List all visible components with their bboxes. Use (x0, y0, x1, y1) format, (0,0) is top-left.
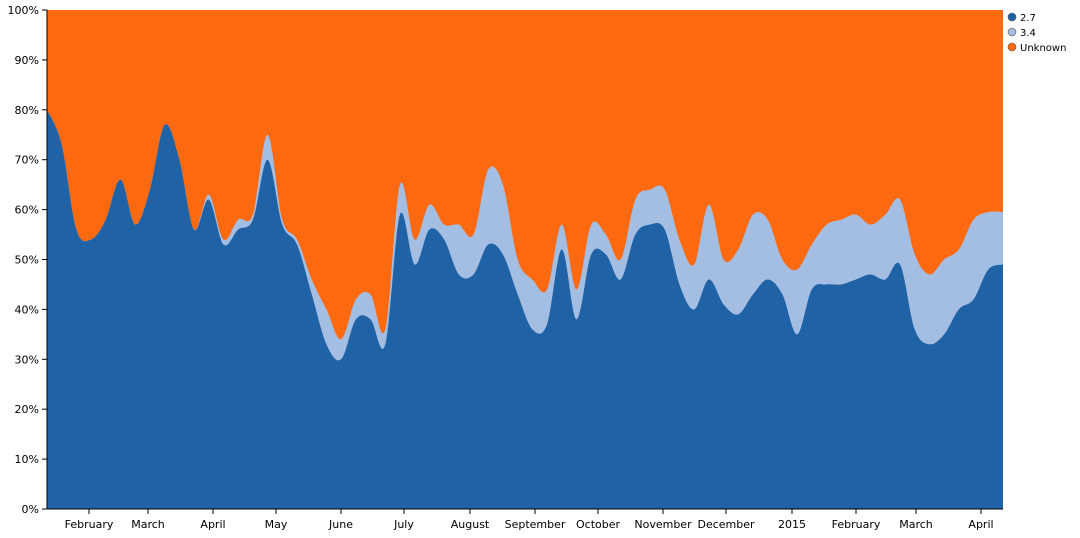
y-tick-label: 100% (8, 4, 39, 17)
y-tick-label: 40% (15, 303, 39, 316)
x-tick-label: November (634, 518, 692, 531)
legend-swatch-s27 (1007, 12, 1017, 22)
y-tick-label: 80% (15, 104, 39, 117)
y-tick-label: 70% (15, 154, 39, 167)
legend-swatch-unknown (1007, 42, 1017, 52)
x-tick-label: October (576, 518, 620, 531)
legend-label-unknown: Unknown (1020, 43, 1066, 54)
plot-area (47, 10, 1003, 510)
x-tick-label: February (832, 518, 881, 531)
series-s27-area (47, 109, 1003, 510)
y-tick-label: 10% (15, 453, 39, 466)
y-tick-label: 60% (15, 204, 39, 217)
legend-label-s34: 3.4 (1020, 28, 1036, 39)
legend: 2.7 3.4 Unknown (1007, 12, 1066, 54)
y-tick-label: 30% (15, 353, 39, 366)
legend-swatch-s34 (1007, 27, 1017, 37)
y-tick-label: 50% (15, 254, 39, 267)
x-tick-label: June (328, 518, 353, 531)
x-tick-label: May (265, 518, 288, 531)
y-tick-label: 20% (15, 403, 39, 416)
y-tick-label: 90% (15, 54, 39, 67)
x-tick-label: April (200, 518, 225, 531)
x-axis: February March April May June July August Septe… (47, 508, 1003, 531)
x-tick-label: September (505, 518, 566, 531)
y-tick-label: 0% (22, 503, 39, 516)
x-tick-label: April (968, 518, 993, 531)
x-tick-label: 2015 (778, 518, 806, 531)
x-tick-label: March (131, 518, 165, 531)
x-tick-label: February (65, 518, 114, 531)
x-tick-label: July (393, 518, 414, 531)
legend-label-s27: 2.7 (1020, 13, 1036, 24)
x-tick-label: August (451, 518, 490, 531)
x-tick-label: March (899, 518, 933, 531)
x-tick-label: December (697, 518, 755, 531)
y-axis: 0% 10% 20% 30% 40% 50% 60% 70% 80% 90% 100% (8, 4, 48, 516)
